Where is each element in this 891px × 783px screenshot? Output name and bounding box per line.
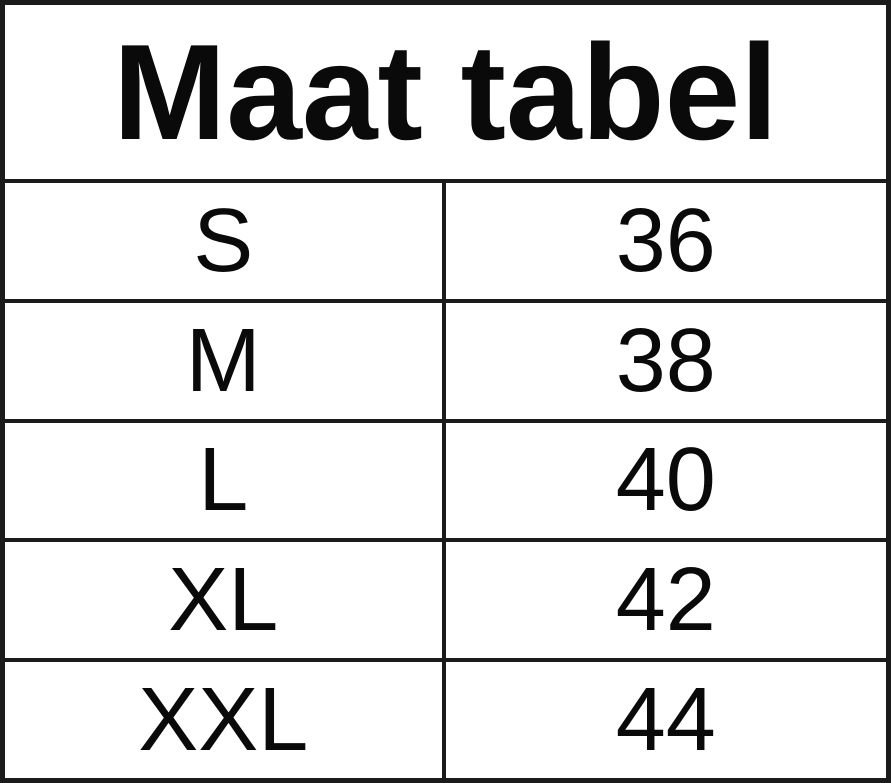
size-cell: L: [5, 422, 446, 539]
size-cell: XXL: [5, 662, 446, 778]
table-row: XL 42: [5, 542, 886, 663]
value-cell: 36: [615, 190, 716, 291]
table-title: Maat tabel: [5, 5, 886, 183]
size-cell: XL: [5, 542, 446, 659]
value-cell: 42: [615, 550, 716, 651]
size-cell: S: [5, 183, 446, 299]
value-cell: 38: [615, 310, 716, 411]
table-row: S 36: [5, 183, 886, 303]
size-cell: M: [5, 302, 446, 419]
value-cell: 44: [615, 670, 716, 771]
table-row: XXL 44: [5, 662, 886, 778]
table-row: L 40: [5, 422, 886, 543]
table-row: M 38: [5, 302, 886, 423]
value-cell: 40: [615, 430, 716, 531]
